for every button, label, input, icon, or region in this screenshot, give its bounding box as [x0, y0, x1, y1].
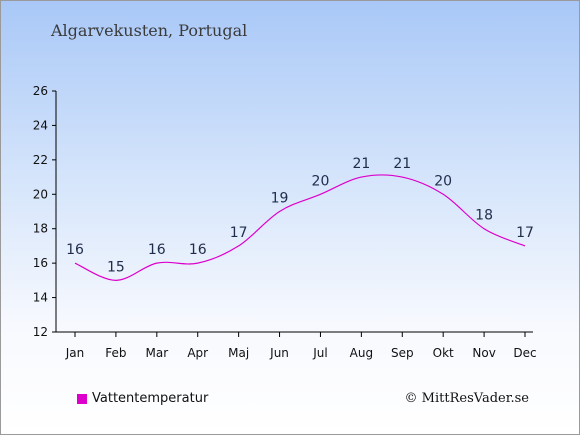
x-tick-label: Mar [145, 346, 168, 360]
y-tick-label: 20 [33, 187, 48, 201]
y-tick-label: 16 [33, 256, 48, 270]
y-tick-label: 22 [33, 153, 48, 167]
x-tick-label: Jan [65, 346, 85, 360]
x-tick-label: Feb [105, 346, 126, 360]
x-tick-label: Okt [433, 346, 454, 360]
data-label: 17 [516, 225, 534, 241]
y-tick-label: 18 [33, 222, 48, 236]
data-label: 17 [230, 225, 248, 241]
data-label: 21 [393, 156, 411, 172]
y-tick-label: 12 [33, 325, 48, 339]
legend-label: Vattentemperatur [92, 391, 209, 406]
data-label: 20 [312, 173, 330, 189]
legend: Vattentemperatur [77, 391, 208, 406]
data-label: 16 [66, 242, 84, 258]
series-line-vattentemperatur [74, 174, 526, 281]
data-label: 16 [148, 242, 166, 258]
chart-title: Algarvekusten, Portugal [51, 21, 248, 40]
data-label: 16 [189, 242, 207, 258]
data-label: 19 [271, 191, 289, 207]
y-tick-label: 24 [33, 118, 48, 132]
x-tick-label: Maj [228, 346, 249, 360]
data-label: 15 [107, 259, 125, 275]
x-tick-label: Jul [312, 346, 327, 360]
data-label: 21 [352, 156, 370, 172]
legend-swatch [77, 393, 87, 404]
data-labels: 16 15 16 16 17 19 20 21 21 20 18 17 [66, 156, 534, 275]
x-tick-label: Dec [513, 346, 536, 360]
axes: 12 14 16 18 20 22 24 26 Jan Feb Mar Apr Maj Jun Jul Aug… [33, 84, 537, 360]
y-tick-label: 26 [33, 84, 48, 98]
x-tick-label: Sep [391, 346, 414, 360]
data-label: 20 [434, 173, 452, 189]
y-tick-label: 14 [33, 291, 48, 305]
series-layer [74, 174, 526, 281]
x-tick-label: Apr [187, 346, 208, 360]
credit-text: © MittResVader.se [404, 391, 529, 406]
x-tick-label: Jun [269, 346, 289, 360]
x-tick-label: Aug [350, 346, 373, 360]
x-tick-label: Nov [472, 346, 495, 360]
data-label: 18 [475, 208, 493, 224]
